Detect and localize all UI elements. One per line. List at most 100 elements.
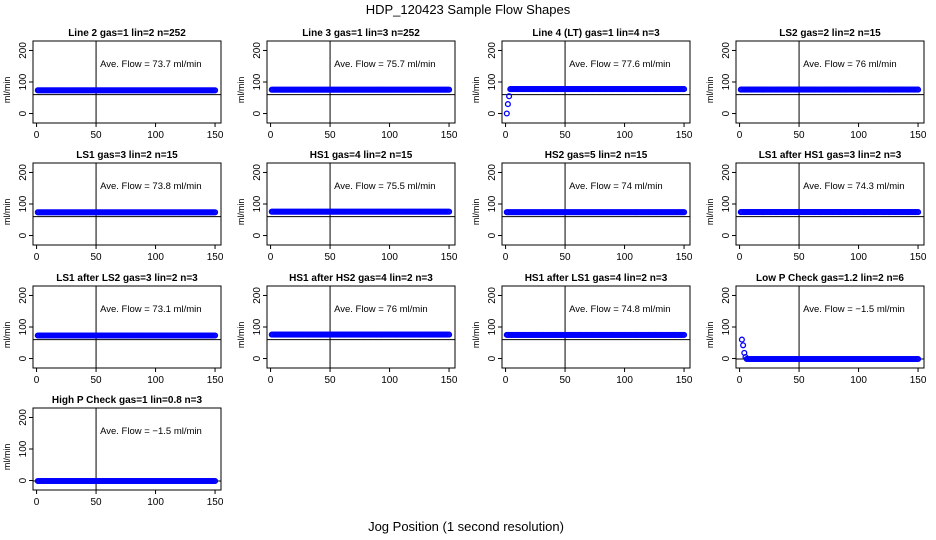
y-axis-label: ml/min (2, 444, 12, 471)
x-tick-label: 150 (676, 130, 693, 141)
x-tick-label: 0 (34, 252, 40, 263)
y-tick-label: 200 (487, 164, 498, 181)
y-axis-label: ml/min (2, 199, 12, 226)
data-point (681, 331, 688, 338)
data-point (681, 86, 688, 93)
y-tick-label: 200 (18, 164, 29, 181)
x-tick-label: 100 (616, 375, 633, 386)
plot-frame (266, 40, 456, 124)
data-point-transient (504, 101, 511, 108)
y-tick-label: 200 (18, 409, 29, 426)
panel-5: LS1 gas=3 lin=2 n=15 0 50 100 150 0 100 200 ml/m… (2, 150, 224, 263)
data-point (681, 209, 688, 216)
panel-title: HS2 gas=5 lin=2 n=15 (545, 150, 648, 161)
data-point (915, 86, 922, 93)
y-axis-label: ml/min (2, 77, 12, 104)
x-tick-label: 0 (34, 130, 40, 141)
data-points (738, 336, 922, 363)
y-axis-label: ml/min (236, 322, 246, 349)
plot-frame (501, 40, 691, 124)
y-tick-label: 0 (252, 232, 263, 238)
y-tick-label: 100 (18, 318, 29, 335)
y-tick-label: 100 (721, 195, 732, 212)
plot-frame (266, 285, 456, 369)
data-points (268, 208, 453, 215)
data-point (446, 331, 453, 338)
x-tick-label: 0 (34, 375, 40, 386)
average-flow-annotation: Ave. Flow = −1.5 ml/min (100, 426, 202, 437)
y-tick-label: 100 (487, 195, 498, 212)
y-tick-label: 0 (252, 355, 263, 361)
panel-title: HS1 after LS1 gas=4 lin=2 n=3 (525, 273, 668, 284)
x-tick-label: 0 (268, 375, 274, 386)
y-axis-label: ml/min (471, 77, 481, 104)
x-tick-label: 0 (34, 497, 40, 508)
x-tick-label: 0 (737, 130, 743, 141)
plot-frame (501, 162, 691, 246)
panel-title: Low P Check gas=1.2 lin=2 n=6 (756, 273, 904, 284)
plot-frame (32, 40, 222, 124)
y-tick-label: 100 (487, 73, 498, 90)
panel-8: LS1 after HS1 gas=3 lin=2 n=3 0 50 100 150 0 1… (705, 150, 927, 263)
data-point (446, 208, 453, 215)
y-tick-label: 200 (487, 287, 498, 304)
x-tick-label: 150 (207, 375, 224, 386)
y-tick-label: 0 (721, 232, 732, 238)
panel-title: LS1 after LS2 gas=3 lin=2 n=3 (56, 273, 198, 284)
x-tick-label: 150 (207, 497, 224, 508)
y-tick-label: 0 (487, 355, 498, 361)
average-flow-annotation: Ave. Flow = 75.5 ml/min (334, 181, 435, 192)
y-tick-label: 200 (721, 42, 732, 59)
y-axis-label: ml/min (471, 199, 481, 226)
y-tick-label: 200 (18, 42, 29, 59)
plot-frame (266, 162, 456, 246)
x-tick-label: 50 (560, 252, 572, 263)
y-axis-label: ml/min (471, 322, 481, 349)
panel-1: Line 2 gas=1 lin=2 n=252 0 50 100 150 0 100 200… (2, 28, 224, 141)
y-tick-label: 100 (18, 195, 29, 212)
x-tick-label: 50 (794, 375, 806, 386)
y-tick-label: 200 (721, 164, 732, 181)
data-point-transient (740, 342, 747, 349)
x-tick-label: 50 (794, 252, 806, 263)
panel-title: HS1 gas=4 lin=2 n=15 (310, 150, 413, 161)
main-title: HDP_120423 Sample Flow Shapes (366, 2, 571, 17)
y-tick-label: 0 (721, 355, 732, 361)
panel-title: LS2 gas=2 lin=2 n=15 (779, 28, 881, 39)
y-tick-label: 100 (18, 73, 29, 90)
panel-2: Line 3 gas=1 lin=3 n=252 0 50 100 150 0 100 200… (236, 28, 458, 141)
average-flow-annotation: Ave. Flow = 74.3 ml/min (803, 181, 904, 192)
data-point-transient (738, 336, 745, 343)
y-tick-label: 0 (18, 232, 29, 238)
average-flow-annotation: Ave. Flow = −1.5 ml/min (803, 304, 905, 315)
data-points (268, 331, 453, 338)
x-tick-label: 0 (503, 375, 509, 386)
data-points (737, 86, 922, 93)
data-point-transient (742, 353, 749, 361)
average-flow-annotation: Ave. Flow = 76 ml/min (803, 59, 897, 70)
data-points (503, 86, 688, 117)
average-flow-annotation: Ave. Flow = 73.1 ml/min (100, 304, 201, 315)
y-tick-label: 200 (487, 42, 498, 59)
plot-frame (735, 162, 925, 246)
y-tick-label: 200 (252, 164, 263, 181)
panel-6: HS1 gas=4 lin=2 n=15 0 50 100 150 0 100 200 ml/m… (236, 150, 458, 263)
x-tick-label: 100 (850, 375, 867, 386)
x-tick-label: 50 (794, 130, 806, 141)
data-point (446, 86, 453, 93)
x-tick-label: 50 (560, 130, 572, 141)
y-tick-label: 100 (252, 318, 263, 335)
data-point (915, 355, 922, 363)
x-tick-label: 100 (850, 252, 867, 263)
data-point (212, 332, 219, 339)
data-points (34, 477, 219, 485)
plot-frame (32, 285, 222, 369)
data-point-transient (506, 93, 513, 100)
y-tick-label: 0 (721, 110, 732, 116)
panel-title: HS1 after HS2 gas=4 lin=2 n=3 (289, 273, 433, 284)
x-tick-label: 50 (325, 130, 337, 141)
y-axis-label: ml/min (705, 322, 715, 349)
data-points (737, 209, 922, 216)
x-tick-label: 100 (147, 130, 164, 141)
plot-frame (32, 407, 222, 491)
